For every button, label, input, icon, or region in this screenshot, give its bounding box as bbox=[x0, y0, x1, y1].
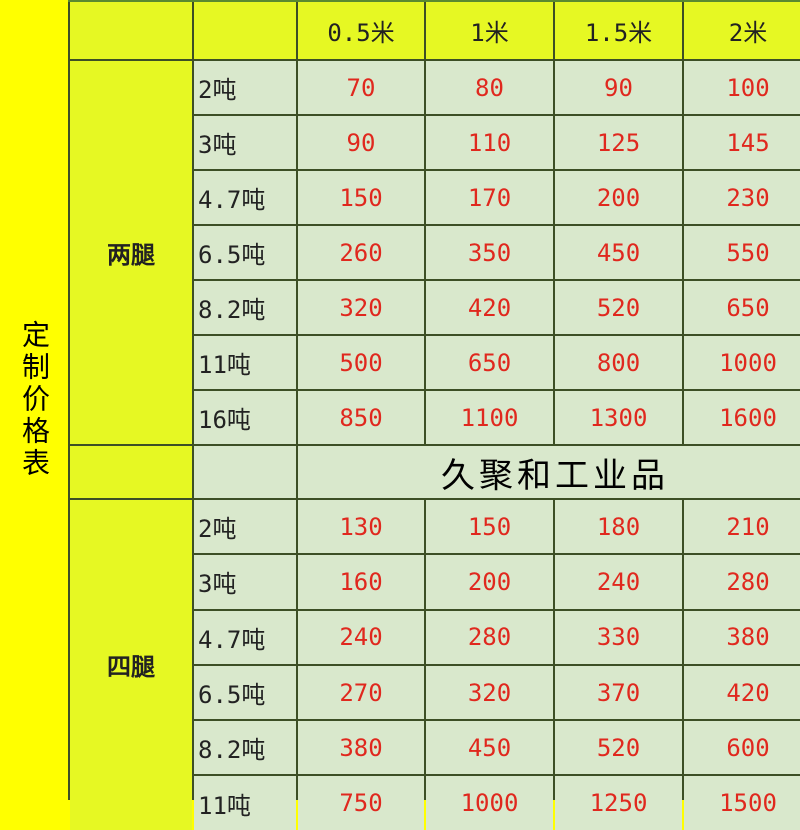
price-cell: 200 bbox=[426, 555, 553, 609]
table-title: 定制价格表 bbox=[18, 320, 51, 480]
price-cell: 1600 bbox=[684, 391, 800, 444]
price-cell: 240 bbox=[298, 610, 424, 664]
separator-cell bbox=[70, 446, 192, 498]
price-cell: 380 bbox=[298, 721, 424, 775]
price-cell: 320 bbox=[298, 281, 424, 334]
price-cell: 350 bbox=[426, 226, 553, 279]
price-cell: 450 bbox=[426, 721, 553, 775]
price-cell: 200 bbox=[555, 171, 682, 224]
price-cell: 1000 bbox=[426, 776, 553, 830]
price-cell: 520 bbox=[555, 721, 682, 775]
load-capacity: 4.7吨 bbox=[194, 171, 296, 224]
load-capacity: 3吨 bbox=[194, 555, 296, 609]
price-cell: 150 bbox=[298, 171, 424, 224]
price-cell: 160 bbox=[298, 555, 424, 609]
load-capacity: 16吨 bbox=[194, 391, 296, 444]
price-cell: 600 bbox=[684, 721, 800, 775]
load-capacity: 6.5吨 bbox=[194, 665, 296, 720]
price-cell: 1500 bbox=[684, 776, 800, 830]
price-cell: 370 bbox=[555, 665, 682, 720]
price-cell: 420 bbox=[426, 281, 553, 334]
price-cell: 1300 bbox=[555, 391, 682, 444]
column-header-4: 2米 bbox=[684, 2, 800, 59]
price-cell: 800 bbox=[555, 336, 682, 389]
price-cell: 150 bbox=[426, 500, 553, 554]
load-capacity: 4.7吨 bbox=[194, 610, 296, 664]
load-capacity: 11吨 bbox=[194, 336, 296, 389]
price-cell: 230 bbox=[684, 171, 800, 224]
load-capacity: 8.2吨 bbox=[194, 281, 296, 334]
price-cell: 180 bbox=[555, 500, 682, 554]
price-cell: 380 bbox=[684, 610, 800, 664]
price-cell: 320 bbox=[426, 665, 553, 720]
column-header-3: 1.5米 bbox=[555, 2, 682, 59]
price-cell: 520 bbox=[555, 281, 682, 334]
load-capacity: 11吨 bbox=[194, 776, 296, 830]
load-capacity: 2吨 bbox=[194, 61, 296, 114]
watermark: 久聚和工业品 bbox=[298, 446, 800, 498]
price-cell: 550 bbox=[684, 226, 800, 279]
table-title-column: 定制价格表 bbox=[0, 0, 68, 800]
price-cell: 170 bbox=[426, 171, 553, 224]
price-cell: 240 bbox=[555, 555, 682, 609]
group-label: 四腿 bbox=[70, 500, 192, 830]
load-capacity: 6.5吨 bbox=[194, 226, 296, 279]
price-cell: 850 bbox=[298, 391, 424, 444]
group-label: 两腿 bbox=[70, 61, 192, 444]
price-cell: 330 bbox=[555, 610, 682, 664]
price-cell: 90 bbox=[555, 61, 682, 114]
price-cell: 260 bbox=[298, 226, 424, 279]
price-cell: 450 bbox=[555, 226, 682, 279]
separator-cell bbox=[194, 446, 296, 498]
price-cell: 80 bbox=[426, 61, 553, 114]
price-cell: 130 bbox=[298, 500, 424, 554]
price-cell: 650 bbox=[684, 281, 800, 334]
load-capacity: 8.2吨 bbox=[194, 721, 296, 775]
price-cell: 145 bbox=[684, 116, 800, 169]
price-table: 0.5米 1米 1.5米 2米 两腿 2吨 70 80 90 100 3吨 90 110 125 145 4.… bbox=[68, 0, 800, 830]
price-cell: 1250 bbox=[555, 776, 682, 830]
price-cell: 500 bbox=[298, 336, 424, 389]
price-cell: 110 bbox=[426, 116, 553, 169]
column-header-1: 0.5米 bbox=[298, 2, 424, 59]
price-cell: 210 bbox=[684, 500, 800, 554]
price-cell: 125 bbox=[555, 116, 682, 169]
header-blank bbox=[194, 2, 296, 59]
price-cell: 100 bbox=[684, 61, 800, 114]
price-cell: 90 bbox=[298, 116, 424, 169]
price-cell: 1100 bbox=[426, 391, 553, 444]
price-cell: 420 bbox=[684, 665, 800, 720]
price-cell: 1000 bbox=[684, 336, 800, 389]
price-cell: 270 bbox=[298, 665, 424, 720]
column-header-2: 1米 bbox=[426, 2, 553, 59]
load-capacity: 3吨 bbox=[194, 116, 296, 169]
price-cell: 280 bbox=[684, 555, 800, 609]
header-blank bbox=[70, 2, 192, 59]
price-cell: 650 bbox=[426, 336, 553, 389]
load-capacity: 2吨 bbox=[194, 500, 296, 554]
price-cell: 70 bbox=[298, 61, 424, 114]
price-cell: 280 bbox=[426, 610, 553, 664]
price-cell: 750 bbox=[298, 776, 424, 830]
